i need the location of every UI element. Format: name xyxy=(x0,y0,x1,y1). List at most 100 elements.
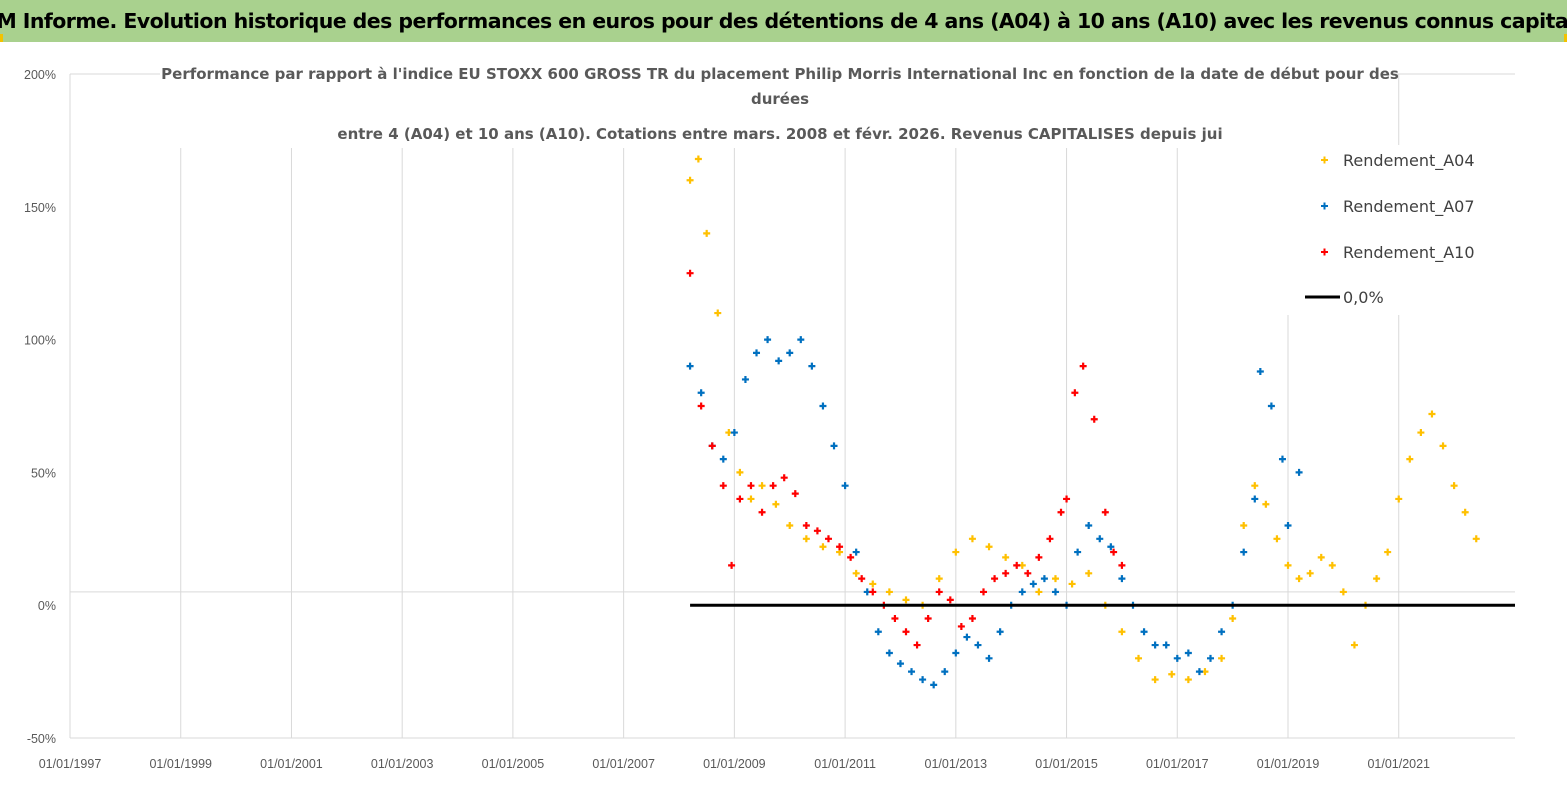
data-point: Rendement_A07: 30% xyxy=(1085,522,1093,530)
data-point: Rendement_A07: -22% xyxy=(896,660,904,668)
data-point: Rendement_A04: 25% xyxy=(1273,535,1281,543)
chart-title: Performance par rapport à l'indice EU ST… xyxy=(161,65,1399,143)
data-point: Rendement_A04: 45% xyxy=(758,482,766,490)
data-point: Rendement_A07: 80% xyxy=(697,389,705,397)
data-point: Rendement_A10: 48% xyxy=(780,474,788,482)
data-point: Rendement_A07: 30% xyxy=(1284,522,1292,530)
data-point: Rendement_A07: 85% xyxy=(741,375,749,383)
data-point: Rendement_A10: 28% xyxy=(813,527,821,535)
data-point: Rendement_A04: -5% xyxy=(1229,614,1237,622)
data-point: Rendement_A04: 55% xyxy=(1406,455,1414,463)
data-point: Rendement_A10: 60% xyxy=(708,442,716,450)
data-point: Rendement_A10: 12% xyxy=(1024,569,1032,577)
data-point: Rendement_A04: -20% xyxy=(1218,654,1226,662)
data-point: Rendement_A07: 55% xyxy=(719,455,727,463)
data-point: Rendement_A10: -5% xyxy=(968,614,976,622)
data-point: Rendement_A10: 18% xyxy=(847,553,855,561)
data-point: Rendement_A04: -28% xyxy=(1184,676,1192,684)
data-point: Rendement_A10: 35% xyxy=(1057,508,1065,516)
x-tick-label: 01/01/1999 xyxy=(149,757,212,771)
legend-label-1: Rendement_A04 xyxy=(1343,151,1475,171)
data-point: Rendement_A10: -8% xyxy=(957,622,965,630)
data-point: Rendement_A07: -18% xyxy=(1184,649,1192,657)
data-point: Rendement_A04: -26% xyxy=(1168,670,1176,678)
data-point: Rendement_A10: 18% xyxy=(1035,553,1043,561)
x-tick-label: 01/01/2007 xyxy=(592,757,655,771)
data-point: Rendement_A04: 18% xyxy=(1317,553,1325,561)
data-point: Rendement_A07: 65% xyxy=(730,429,738,437)
data-point: Rendement_A10: 70% xyxy=(1090,415,1098,423)
data-point: Rendement_A04: 168% xyxy=(694,155,702,163)
data-point: Rendement_A10: -5% xyxy=(924,614,932,622)
data-point: Rendement_A04: 20% xyxy=(952,548,960,556)
y-axis-labels: 200% 150% 100% 50% 0% -50% xyxy=(24,68,56,746)
data-point: Rendement_A07: -15% xyxy=(974,641,982,649)
data-point: Rendement_A07: 60% xyxy=(830,442,838,450)
data-point: Rendement_A10: -10% xyxy=(902,628,910,636)
data-point: Rendement_A04: 20% xyxy=(1384,548,1392,556)
data-point: Rendement_A07: 20% xyxy=(1074,548,1082,556)
chart-title-box xyxy=(160,60,1390,148)
data-point: Rendement_A07: 88% xyxy=(1256,367,1264,375)
chart-title-line-2: durées xyxy=(751,90,809,108)
data-point: Rendement_A07: -18% xyxy=(952,649,960,657)
y-tick-label: 150% xyxy=(24,201,56,215)
data-point: Rendement_A07: -20% xyxy=(985,654,993,662)
report-title-bar: ADAM Informe. Evolution historique des p… xyxy=(0,0,1567,42)
data-point: Rendement_A04: 50% xyxy=(736,468,744,476)
x-tick-label: 01/01/2005 xyxy=(482,757,545,771)
corner-marker-left xyxy=(0,34,3,44)
data-point: Rendement_A04: 30% xyxy=(786,522,794,530)
data-point: Rendement_A10: -15% xyxy=(913,641,921,649)
data-point: Rendement_A07: 22% xyxy=(1107,543,1115,551)
data-point: Rendement_A07: 20% xyxy=(1240,548,1248,556)
x-tick-label: 01/01/2021 xyxy=(1367,757,1430,771)
data-point: Rendement_A04: 38% xyxy=(1262,500,1270,508)
data-point: Rendement_A10: 10% xyxy=(991,575,999,583)
x-axis-labels: 01/01/1997 01/01/1999 01/01/2001 01/01/2003… xyxy=(39,757,1430,771)
data-point: Rendement_A07: -10% xyxy=(1218,628,1226,636)
x-tick-label: 01/01/2011 xyxy=(814,757,876,771)
data-point: Rendement_A04: 2% xyxy=(902,596,910,604)
data-point: Rendement_A10: 15% xyxy=(1013,561,1021,569)
data-point: Rendement_A04: 160% xyxy=(686,176,694,184)
data-point: Rendement_A04: -15% xyxy=(1350,641,1358,649)
data-point: Rendement_A04: 18% xyxy=(1002,553,1010,561)
data-point: Rendement_A07: 90% xyxy=(808,362,816,370)
legend-box xyxy=(1280,145,1518,315)
data-point: Rendement_A04: 65% xyxy=(1417,429,1425,437)
data-point: Rendement_A04: 40% xyxy=(747,495,755,503)
data-point: Rendement_A07: -28% xyxy=(919,676,927,684)
y-tick-label: 200% xyxy=(24,68,56,82)
data-point: Rendement_A04: 40% xyxy=(1395,495,1403,503)
data-point: Rendement_A04: 25% xyxy=(1472,535,1480,543)
data-point: Rendement_A04: 35% xyxy=(1461,508,1469,516)
x-tick-label: 01/01/2019 xyxy=(1257,757,1320,771)
data-point: Rendement_A04: 10% xyxy=(935,575,943,583)
data-point: Rendement_A07: -25% xyxy=(1195,668,1203,676)
data-point: Rendement_A07: -25% xyxy=(908,668,916,676)
data-point: Rendement_A04: 45% xyxy=(1450,482,1458,490)
y-tick-label: 0% xyxy=(38,599,56,613)
data-point: Rendement_A04: 12% xyxy=(1306,569,1314,577)
data-point: Rendement_A04: 10% xyxy=(1373,575,1381,583)
data-point: Rendement_A10: 40% xyxy=(736,495,744,503)
data-point: Rendement_A10: 45% xyxy=(719,482,727,490)
series-layer: Rendement_A04: 160% Rendement_A04: 168% Re… xyxy=(686,155,1480,689)
data-point: Rendement_A04: 110% xyxy=(714,309,722,317)
report-title: ADAM Informe. Evolution historique des p… xyxy=(0,9,1567,33)
data-point: Rendement_A10: 45% xyxy=(769,482,777,490)
data-point: Rendement_A04: 12% xyxy=(852,569,860,577)
series-rendement-a10: Rendement_A10: 125% Rendement_A10: 75% Ren… xyxy=(686,269,1126,649)
data-point: Rendement_A10: 15% xyxy=(728,561,736,569)
data-point: Rendement_A10: 5% xyxy=(935,588,943,596)
data-point: Rendement_A04: 25% xyxy=(802,535,810,543)
data-point: Rendement_A07: -30% xyxy=(930,681,938,689)
data-point: Rendement_A07: 75% xyxy=(819,402,827,410)
x-tick-label: 01/01/2017 xyxy=(1146,757,1209,771)
legend-marker-1 xyxy=(1321,156,1328,164)
data-point: Rendement_A07: 100% xyxy=(764,336,772,344)
data-point: Rendement_A04: 60% xyxy=(1439,442,1447,450)
data-point: Rendement_A04: 8% xyxy=(1068,580,1076,588)
data-point: Rendement_A04: 5% xyxy=(1339,588,1347,596)
